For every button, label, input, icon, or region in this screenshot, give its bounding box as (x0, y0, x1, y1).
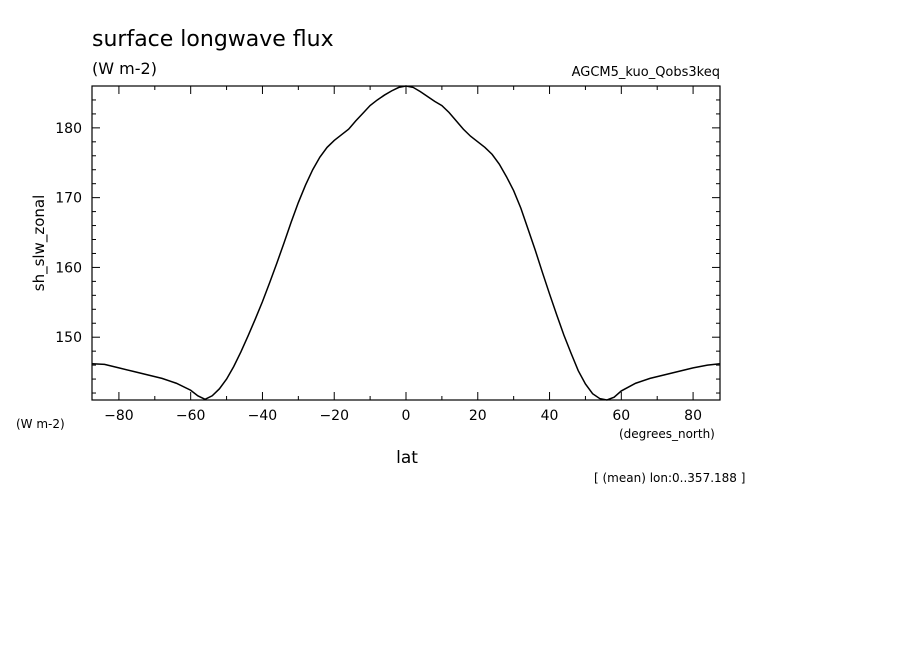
plot-frame (91, 85, 721, 401)
x-tick-label: −20 (319, 408, 349, 424)
y-tick-label: 170 (55, 191, 82, 207)
x-axis-units: (degrees_north) (619, 427, 715, 441)
x-tick-labels: −80 −60 −40 −20 0 20 40 60 80 (104, 408, 702, 424)
y-tick-label: 160 (55, 260, 82, 276)
y-tick-label: 150 (55, 330, 82, 346)
x-axis-label: lat (396, 448, 418, 468)
chart-subtitle: (W m-2) (92, 59, 157, 78)
x-tick-label: 40 (541, 408, 559, 424)
series-line (91, 85, 721, 401)
x-tick-label: 60 (612, 408, 630, 424)
footnote: [ (mean) lon:0..357.188 ] (594, 471, 745, 485)
x-tick-label: −60 (176, 408, 206, 424)
x-tick-label: 20 (469, 408, 487, 424)
x-tick-label: −40 (248, 408, 278, 424)
x-tick-label: −80 (104, 408, 134, 424)
x-tick-label: 0 (402, 408, 411, 424)
y-tick-label: 180 (55, 121, 82, 137)
x-tick-label: 80 (684, 408, 702, 424)
chart-title: surface longwave flux (92, 27, 334, 52)
y-tick-labels: 150 160 170 180 (55, 121, 82, 346)
y-axis-units: (W m-2) (16, 417, 65, 431)
axis-ticks (92, 85, 720, 400)
y-axis-label: sh_slw_zonal (30, 195, 49, 292)
run-label: AGCM5_kuo_Qobs3keq (572, 65, 720, 80)
